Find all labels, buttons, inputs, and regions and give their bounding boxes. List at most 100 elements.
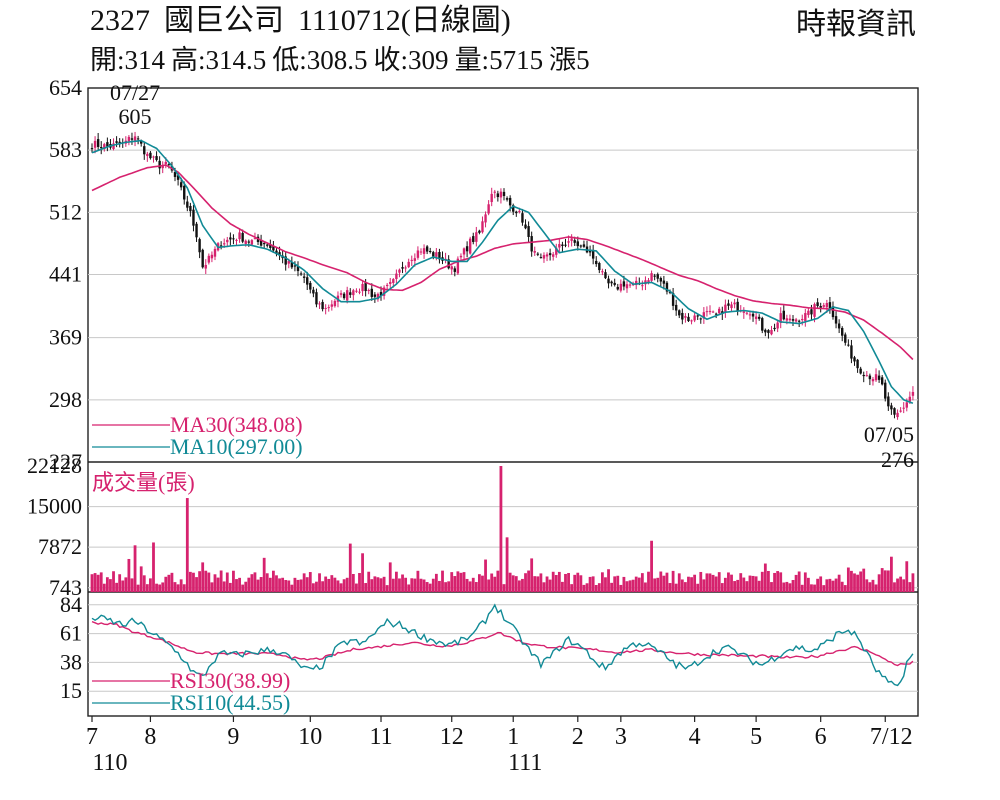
volume-bar	[450, 572, 454, 592]
candle-body	[899, 410, 902, 412]
candle-body	[367, 290, 370, 292]
candle-body	[201, 249, 204, 268]
candle-body	[804, 313, 807, 322]
candle-body	[831, 306, 835, 318]
volume-bar	[890, 556, 893, 592]
volume-bar	[893, 582, 896, 592]
candle-body	[330, 304, 334, 307]
volume-bar	[886, 570, 890, 592]
candle-body	[684, 316, 687, 318]
candle-body	[127, 136, 131, 142]
candle-body	[573, 240, 576, 243]
candle-body	[853, 357, 856, 362]
candle-body	[152, 156, 155, 158]
candle-body	[462, 248, 466, 255]
annotation-high-value: 605	[119, 104, 152, 129]
volume-bar	[361, 553, 364, 592]
candle-body	[524, 224, 527, 229]
volume-bar	[139, 566, 143, 592]
volume-bar	[902, 579, 906, 592]
candle-body	[253, 238, 257, 240]
volume-bar	[434, 573, 438, 592]
candle-body	[312, 289, 315, 294]
volume-bar	[862, 568, 866, 592]
volume-bar	[244, 581, 248, 592]
volume-bar	[564, 573, 567, 592]
volume-bar	[453, 576, 457, 592]
candle-body	[641, 285, 644, 287]
volume-bar	[198, 571, 202, 592]
candle-body	[837, 323, 841, 329]
candle-body	[143, 146, 146, 155]
volume-bar	[225, 572, 229, 592]
volume-bar	[548, 579, 552, 592]
candle-body	[887, 396, 890, 407]
volume-bar	[176, 584, 180, 592]
volume-bar	[711, 574, 715, 592]
volume-bar	[247, 577, 251, 592]
quote-item: 開:314	[90, 45, 166, 75]
candle-body	[321, 301, 324, 310]
volume-bar	[213, 574, 217, 592]
candle-body	[628, 284, 632, 286]
candle-body	[198, 239, 201, 253]
candle-body	[398, 269, 401, 273]
candle-body	[238, 232, 241, 240]
price-tick-label: 512	[49, 199, 82, 224]
candle-body	[595, 260, 598, 265]
volume-bar	[597, 583, 601, 592]
volume-bar	[305, 577, 309, 592]
candle-body	[275, 250, 278, 255]
volume-bar	[874, 584, 878, 592]
volume-bar	[908, 582, 912, 592]
candle-body	[911, 391, 915, 396]
candle-body	[164, 161, 167, 165]
volume-bar	[339, 583, 343, 592]
volume-bar	[905, 561, 909, 592]
candle-body	[788, 318, 792, 321]
candle-body	[213, 248, 217, 257]
candle-body	[610, 281, 613, 284]
volume-bar	[351, 574, 355, 592]
volume-bar	[468, 581, 472, 592]
candle-body	[115, 141, 118, 143]
candle-body	[730, 304, 733, 309]
candle-body	[718, 308, 721, 314]
volume-bar	[853, 573, 856, 592]
candle-body	[349, 292, 352, 295]
candle-body	[533, 251, 536, 253]
candle-body	[607, 278, 610, 284]
volume-bar	[487, 579, 491, 592]
candle-body	[751, 313, 755, 317]
candle-body	[456, 258, 460, 274]
candle-body	[232, 238, 235, 240]
volume-bar	[505, 537, 509, 592]
volume-bar	[896, 578, 899, 592]
volume-bar	[155, 583, 158, 592]
candle-body	[389, 281, 392, 284]
quote-item: 高:314.5	[171, 45, 267, 75]
candle-body	[505, 198, 509, 200]
candle-body	[106, 142, 109, 147]
volume-bar	[333, 577, 337, 592]
volume-bar	[281, 577, 285, 592]
volume-bar	[521, 578, 524, 592]
volume-bar	[311, 583, 315, 592]
volume-bar	[471, 577, 475, 592]
volume-bar	[619, 584, 623, 592]
candle-body	[425, 246, 429, 252]
volume-bar	[742, 577, 746, 592]
candle-body	[659, 278, 663, 282]
candle-body	[327, 307, 330, 309]
price-tick-label: 369	[49, 325, 82, 350]
candle-body	[561, 244, 564, 246]
candle-body	[576, 241, 579, 247]
candle-body	[678, 310, 681, 316]
candle-body	[478, 230, 481, 233]
volume-bar	[112, 571, 115, 592]
candle-body	[733, 302, 736, 305]
candle-body	[130, 138, 134, 140]
volume-bar	[373, 576, 377, 592]
volume-bar	[136, 584, 140, 592]
candle-body	[810, 309, 813, 315]
